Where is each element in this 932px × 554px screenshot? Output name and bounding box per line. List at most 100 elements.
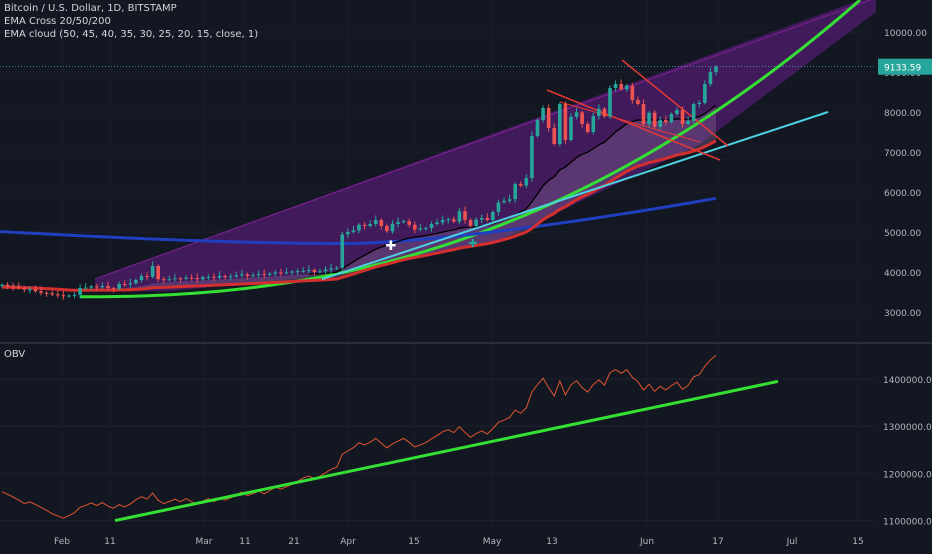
candle-body	[373, 220, 378, 224]
last-price-tag	[878, 58, 932, 75]
candle-body	[513, 184, 517, 200]
candle-body	[117, 284, 121, 289]
candle-body	[284, 272, 289, 274]
candle-body	[546, 108, 551, 128]
candle-body	[212, 276, 216, 278]
candle-body	[78, 288, 82, 295]
time-axis-label: 11	[104, 537, 115, 547]
candle-body	[714, 66, 718, 72]
candle-body	[680, 110, 685, 124]
candle-body	[424, 228, 428, 229]
candle-body	[234, 275, 239, 277]
candle-body	[33, 289, 38, 292]
candle-body	[223, 276, 227, 277]
candle-body	[569, 116, 573, 140]
ema-cross-marker: ✚	[386, 239, 397, 254]
candle-body	[340, 234, 345, 268]
blue-ema-200-line	[0, 196, 717, 246]
candle-body	[167, 279, 172, 281]
candle-body	[173, 278, 177, 280]
obv-trendline	[114, 379, 779, 523]
candle-body	[624, 85, 629, 90]
candle-body	[290, 271, 294, 273]
candle-body	[619, 84, 623, 90]
candle-body	[703, 84, 707, 103]
candle-body	[72, 294, 77, 296]
candle-body	[139, 276, 144, 280]
candle-body	[128, 283, 133, 285]
candle-body	[552, 128, 557, 144]
candle-body	[334, 267, 339, 269]
time-axis-label: 11	[239, 537, 250, 547]
time-axis-label: Jun	[639, 537, 654, 547]
candle-body	[100, 286, 105, 288]
candle-body	[541, 108, 545, 120]
candle-body	[217, 276, 222, 278]
candle-body	[691, 104, 696, 121]
candle-body	[407, 221, 412, 225]
candle-body	[357, 224, 361, 231]
candle-body	[323, 269, 328, 272]
price-axis-label: 5000.00	[884, 229, 921, 239]
candle-body	[580, 112, 584, 124]
time-axis-label: 21	[288, 537, 299, 547]
candle-body	[602, 108, 607, 117]
candle-body	[262, 274, 266, 275]
candle-body	[401, 221, 406, 223]
candle-body	[228, 276, 233, 278]
obv-axis-label: 1200000.0000	[883, 470, 932, 480]
candle-body	[563, 104, 568, 140]
candle-body	[306, 270, 311, 271]
candle-body	[585, 124, 590, 132]
candle-body	[95, 286, 99, 288]
candle-body	[89, 286, 94, 288]
wedge-inner-line	[559, 101, 701, 143]
candle-body	[273, 272, 278, 274]
candle-body	[591, 116, 596, 132]
candle-body	[145, 276, 149, 277]
time-axis-label: 17	[712, 537, 723, 547]
candle-body	[597, 108, 601, 116]
last-price-label: 9133.59	[884, 64, 921, 74]
candle-body	[178, 278, 183, 280]
candle-body	[201, 277, 205, 280]
candle-body	[435, 222, 439, 224]
candle-body	[55, 294, 60, 296]
candle-body	[630, 85, 635, 100]
candle-body	[474, 219, 478, 226]
candle-body	[368, 224, 372, 226]
candle-body	[535, 120, 540, 136]
price-axis-label: 8000.00	[884, 109, 921, 119]
candle-body	[558, 104, 562, 144]
candle-body	[440, 220, 445, 223]
candle-body	[669, 114, 674, 122]
candle-body	[329, 268, 333, 270]
candle-body	[195, 278, 200, 280]
candle-body	[184, 277, 188, 279]
candle-body	[518, 184, 523, 186]
chart-legend: Bitcoin / U.S. Dollar, 1D, BITSTAMP EMA …	[4, 2, 258, 41]
legend-ema-cross: EMA Cross 20/50/200	[4, 16, 111, 27]
obv-label: OBV	[4, 349, 26, 360]
candle-body	[502, 200, 506, 203]
candle-body	[463, 211, 467, 220]
candle-body	[390, 224, 395, 232]
price-channel-top	[94, 0, 872, 280]
price-axis-label: 3000.00	[884, 309, 921, 319]
candle-body	[524, 178, 529, 186]
candle-body	[189, 277, 194, 279]
candle-body	[50, 293, 55, 295]
candle-body	[39, 291, 43, 293]
candle-body	[636, 100, 640, 104]
candle-body	[11, 286, 15, 288]
candle-body	[641, 104, 646, 124]
candle-body	[468, 220, 473, 226]
candle-body	[647, 112, 651, 124]
candle-body	[156, 266, 160, 280]
candle-body	[491, 212, 495, 220]
time-axis-label: Mar	[196, 537, 213, 547]
candle-body	[5, 284, 10, 287]
cyan-trendline	[321, 111, 829, 281]
candle-body	[496, 202, 501, 212]
